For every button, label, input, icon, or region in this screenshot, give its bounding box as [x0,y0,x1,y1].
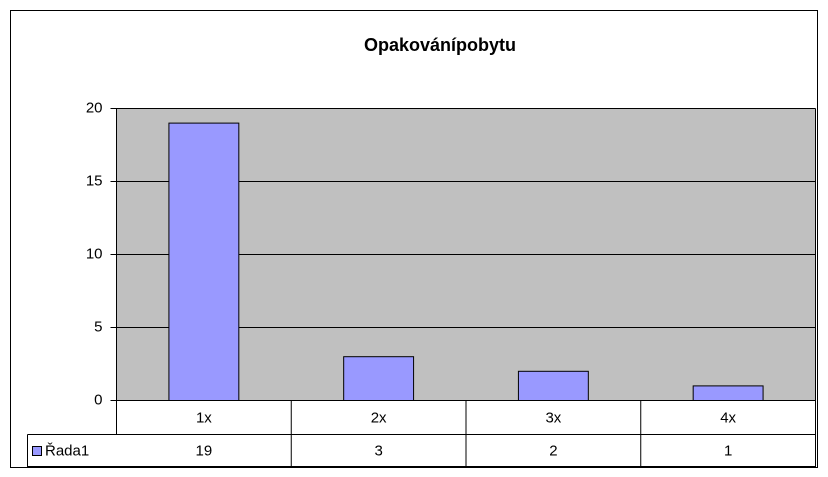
legend-label: Řada1 [45,443,89,460]
y-tick-label: 0 [94,391,102,408]
legend-swatch [32,446,42,456]
table-value: 2 [549,443,557,460]
y-tick-label: 5 [94,318,102,335]
x-tick-label: 3x [545,409,561,426]
chart-title: Opakovánípobytu [364,35,516,55]
bar [692,385,764,401]
x-tick-label: 1x [196,409,212,426]
table-value: 19 [196,443,213,460]
bar [517,370,589,401]
x-tick-label: 4x [720,409,736,426]
y-tick-label: 20 [86,99,103,116]
y-tick-label: 10 [86,245,103,262]
bar [343,356,415,402]
table-value: 3 [374,443,382,460]
x-tick-label: 2x [371,409,387,426]
table-value: 1 [724,443,732,460]
bar [168,122,240,401]
y-tick-label: 15 [86,172,103,189]
